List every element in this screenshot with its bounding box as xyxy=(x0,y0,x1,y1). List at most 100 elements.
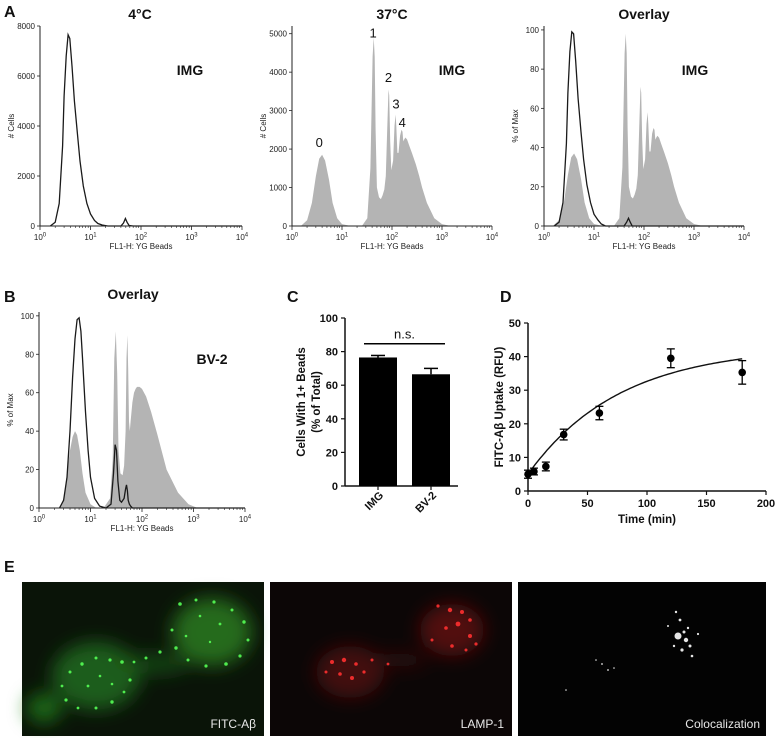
x-axis-label: FL1-H: YG Beads xyxy=(110,242,173,251)
fitc-punctum xyxy=(158,650,162,654)
x-tick-label: 104 xyxy=(738,233,751,243)
histogram-fill-series-0 xyxy=(59,331,245,508)
fitc-punctum xyxy=(198,614,202,618)
fitc-punctum xyxy=(224,662,228,666)
fitc-punctum xyxy=(230,608,234,612)
fitc-punctum xyxy=(170,628,174,632)
coloc-punctum xyxy=(674,632,682,640)
coloc-punctum xyxy=(601,663,603,665)
x-tick-label: 100 xyxy=(638,498,656,510)
x-tick-label: 100 xyxy=(286,233,299,243)
fitc-punctum xyxy=(110,700,114,704)
peak-label: 0 xyxy=(316,135,323,150)
histogram-line-series-0 xyxy=(49,32,242,227)
y-tick-label: 0 xyxy=(31,222,36,231)
fitc-cell-glow xyxy=(26,598,252,723)
cell-line-tag: IMG xyxy=(177,62,204,78)
coloc-punctum xyxy=(667,625,669,627)
x-tick-label: 103 xyxy=(185,233,198,243)
lamp1-punctum xyxy=(450,644,454,648)
fitc-punctum xyxy=(212,600,216,604)
lamp1-punctum xyxy=(386,662,390,666)
fitc-punctum xyxy=(94,706,98,710)
x-axis-label: FL1-H: YG Beads xyxy=(361,242,424,251)
y-axis-label: % of Max xyxy=(511,109,520,142)
x-tick-label: 100 xyxy=(34,233,47,243)
x-tick-label: 102 xyxy=(135,233,148,243)
x-tick-label: 103 xyxy=(187,515,200,525)
peak-label: 3 xyxy=(392,97,399,112)
data-point xyxy=(595,409,604,417)
x-tick-label: 103 xyxy=(436,233,449,243)
y-tick-label: 20 xyxy=(509,419,521,431)
fitc-punctum xyxy=(120,660,124,664)
fitc-punctum xyxy=(208,640,212,644)
y-tick-label: 0 xyxy=(515,486,521,498)
x-tick-label: 104 xyxy=(486,233,499,243)
micrograph-coloc-caption: Colocalization xyxy=(685,717,760,731)
y-tick-label: 60 xyxy=(326,380,338,392)
fitc-punctum xyxy=(108,658,112,662)
y-tick-label: 6000 xyxy=(17,72,35,81)
fitc-punctum xyxy=(110,682,114,686)
lamp1-puncta xyxy=(324,604,478,680)
data-point xyxy=(530,467,538,476)
panel-label-a: A xyxy=(4,4,16,21)
y-axis-label: % of Max xyxy=(6,393,15,426)
x-tick-label: 102 xyxy=(136,515,149,525)
panel-label-d: D xyxy=(500,289,512,306)
peak-label: 2 xyxy=(385,70,392,85)
coloc-punctum xyxy=(565,689,567,691)
y-axis-label: # Cells xyxy=(7,114,16,138)
fitc-punctum xyxy=(178,602,182,606)
x-tick-label: 0 xyxy=(525,498,531,510)
coloc-punctum xyxy=(674,610,678,614)
bar-img xyxy=(359,357,397,486)
x-tick-label: 103 xyxy=(688,233,701,243)
y-tick-label: 10 xyxy=(509,452,521,464)
lamp1-punctum xyxy=(350,676,354,680)
fitc-punctum xyxy=(80,662,84,666)
data-point xyxy=(559,430,568,439)
x-tick-label: 104 xyxy=(239,515,252,525)
x-tick-label: 101 xyxy=(588,233,601,243)
fitc-punctum xyxy=(98,674,102,678)
histogram-line-series-1 xyxy=(58,316,245,509)
lamp1-punctum xyxy=(468,618,472,622)
y-tick-label: 60 xyxy=(530,104,539,113)
peak-label: 4 xyxy=(399,115,406,130)
lamp1-punctum xyxy=(370,658,374,662)
micrograph-fitc-caption: FITC-Aβ xyxy=(210,717,256,731)
coloc-punctum xyxy=(696,632,700,636)
coloc-punctum xyxy=(595,659,597,661)
fitc-punctum xyxy=(128,678,132,682)
coloc-punctum xyxy=(672,644,676,648)
fitc-punctum xyxy=(246,638,250,642)
y-tick-label: 40 xyxy=(509,352,521,364)
y-tick-label: 4000 xyxy=(17,122,35,131)
y-tick-label: 8000 xyxy=(17,22,35,31)
coloc-punctum xyxy=(607,669,609,671)
lamp1-punctum xyxy=(444,626,448,630)
fitc-punctum xyxy=(68,670,72,674)
cell-line-tag: IMG xyxy=(682,62,709,78)
time-course-uptake-chart: 0 10 20 30 40 50 0 50 100 150 200 Time (min) FITC-Aβ… xyxy=(494,318,775,526)
x-tick-label: 104 xyxy=(236,233,249,243)
y-tick-label: 20 xyxy=(530,183,539,192)
fitc-punctum xyxy=(64,698,68,702)
lamp1-punctum xyxy=(338,672,342,676)
panel-label-c: C xyxy=(287,289,299,306)
lamp1-punctum xyxy=(455,621,461,627)
x-tick-label: BV-2 xyxy=(413,490,439,516)
panel-label-e: E xyxy=(4,559,15,576)
lamp1-punctum xyxy=(468,634,472,638)
y-tick-label: 30 xyxy=(509,385,521,397)
x-tick-label: 100 xyxy=(538,233,551,243)
x-tick-label: 102 xyxy=(386,233,399,243)
fitc-punctum xyxy=(184,634,188,638)
plot-title: 4°C xyxy=(128,6,152,22)
y-tick-label: 80 xyxy=(530,65,539,74)
fitc-puncta xyxy=(60,598,250,710)
